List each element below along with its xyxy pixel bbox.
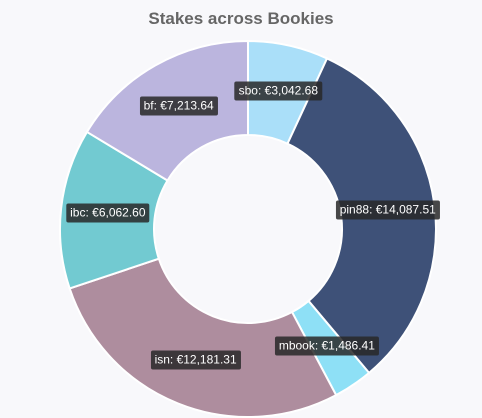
data-label-sbo: sbo: €3,042.68 [234,81,323,101]
chart-title: Stakes across Bookies [148,9,334,28]
data-label-pin88: pin88: €14,087.51 [335,200,440,220]
data-label-ibc: ibc: €6,062.60 [66,203,150,223]
data-label-bf: bf: €7,213.64 [139,96,218,116]
data-label-isn: isn: €12,181.31 [150,350,241,370]
slice-isn[interactable] [68,257,338,418]
data-label-mbook: mbook: €1,486.41 [274,336,379,356]
